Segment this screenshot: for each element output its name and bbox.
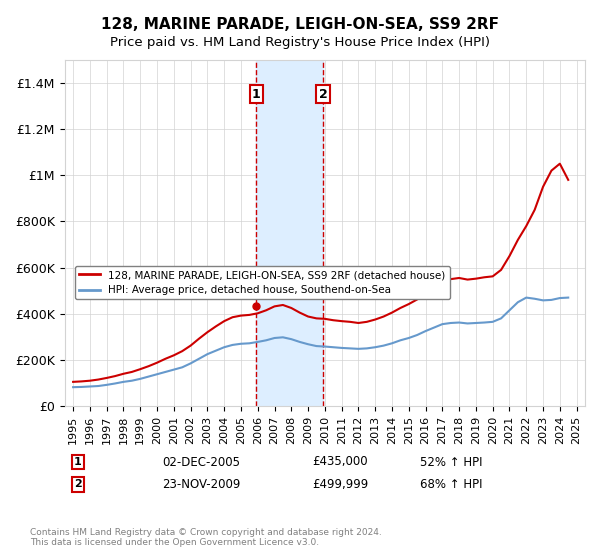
- Text: 02-DEC-2005: 02-DEC-2005: [162, 455, 240, 469]
- Text: 128, MARINE PARADE, LEIGH-ON-SEA, SS9 2RF: 128, MARINE PARADE, LEIGH-ON-SEA, SS9 2R…: [101, 17, 499, 32]
- Text: 1: 1: [252, 88, 261, 101]
- Text: 2: 2: [74, 479, 82, 489]
- Text: Contains HM Land Registry data © Crown copyright and database right 2024.
This d: Contains HM Land Registry data © Crown c…: [30, 528, 382, 547]
- Text: £435,000: £435,000: [312, 455, 368, 469]
- Bar: [256, 60, 323, 406]
- Text: 23-NOV-2009: 23-NOV-2009: [162, 478, 241, 491]
- Text: 2: 2: [319, 88, 328, 101]
- Text: 68% ↑ HPI: 68% ↑ HPI: [420, 478, 482, 491]
- Text: Price paid vs. HM Land Registry's House Price Index (HPI): Price paid vs. HM Land Registry's House …: [110, 36, 490, 49]
- Text: 1: 1: [74, 457, 82, 467]
- Text: £499,999: £499,999: [312, 478, 368, 491]
- Legend: 128, MARINE PARADE, LEIGH-ON-SEA, SS9 2RF (detached house), HPI: Average price, : 128, MARINE PARADE, LEIGH-ON-SEA, SS9 2R…: [75, 266, 450, 300]
- Text: 52% ↑ HPI: 52% ↑ HPI: [420, 455, 482, 469]
